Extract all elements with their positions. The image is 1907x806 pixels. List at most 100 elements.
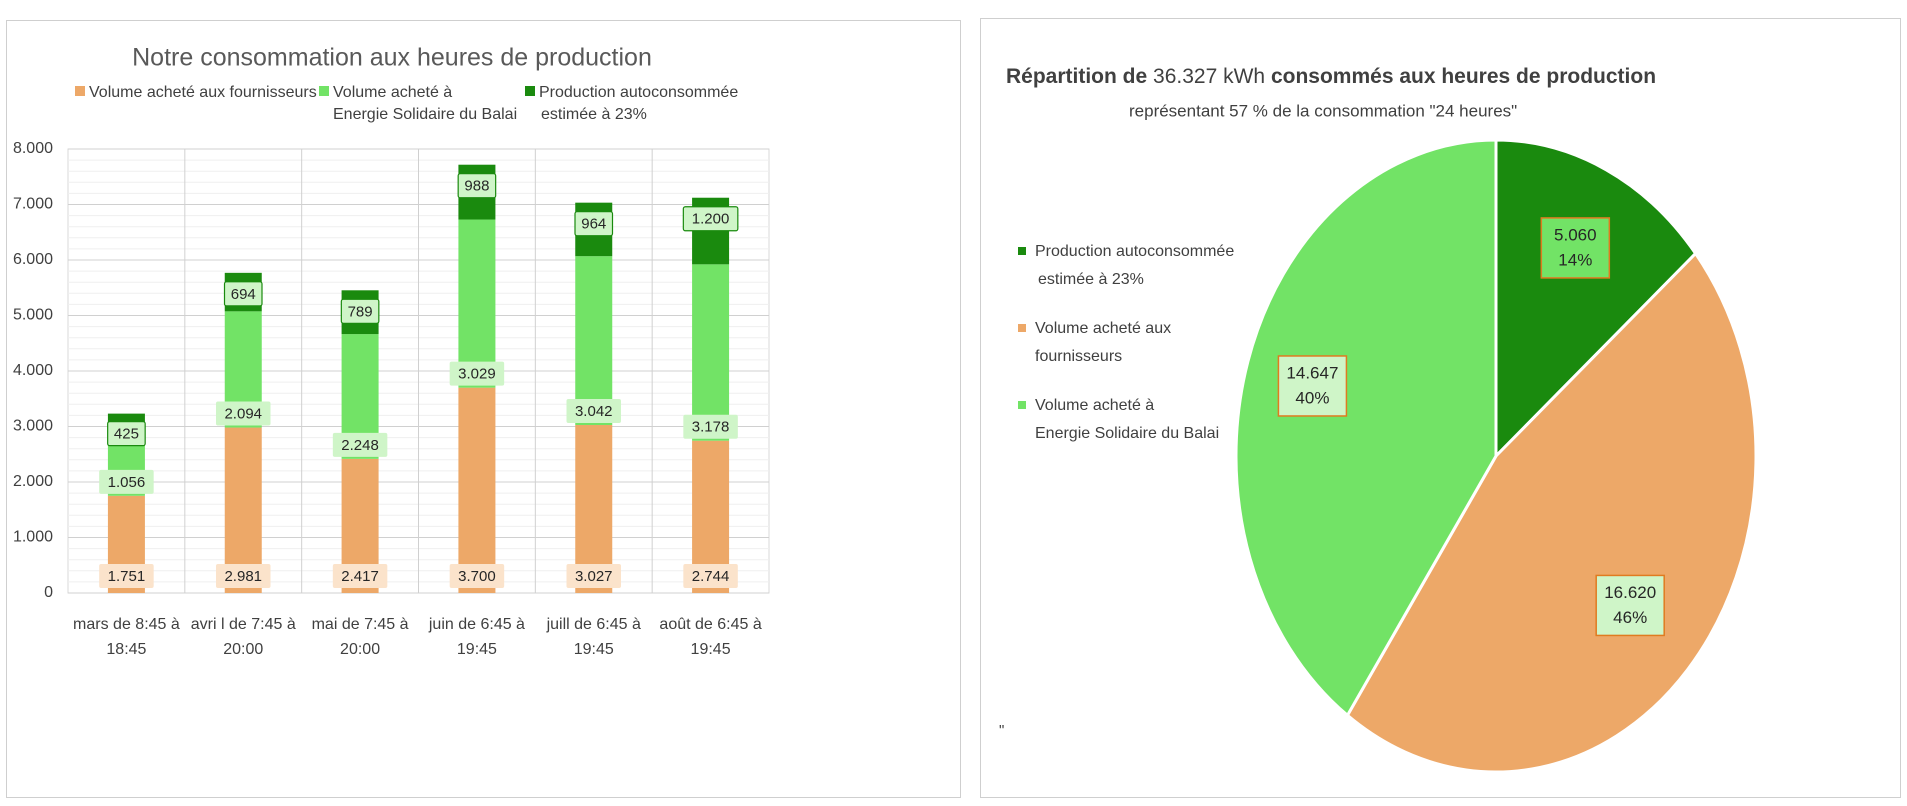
- bar-chart-panel: Notre consommation aux heures de product…: [6, 20, 961, 798]
- x-tick-label: mars de 8:45 à: [73, 616, 180, 633]
- legend-swatch: [525, 86, 535, 96]
- legend-entry: Energie Solidaire du Balai: [333, 106, 517, 123]
- data-label-box: [457, 173, 497, 199]
- data-label-box: [449, 564, 505, 588]
- chart-title: Répartition de 36.327 kWh consommés aux …: [1006, 65, 1656, 88]
- legend-swatch: [1018, 247, 1026, 255]
- data-label-box: [332, 432, 388, 457]
- slice-percent-label: 46%: [1613, 608, 1647, 627]
- data-label: 425: [114, 426, 139, 443]
- legend-entry: Volume acheté aux: [1035, 320, 1171, 337]
- data-label-box: [99, 564, 154, 588]
- bar-segment: [575, 256, 613, 426]
- legend-entry: Volume acheté à: [333, 84, 452, 101]
- data-label-box: [683, 564, 738, 588]
- bar-chart: Notre consommation aux heures de product…: [13, 44, 770, 658]
- chart-note: ": [999, 722, 1004, 739]
- x-tick-label: 19:45: [574, 641, 614, 658]
- legend-swatch: [75, 86, 85, 96]
- data-label-box: [1277, 355, 1348, 417]
- y-tick-label: 8.000: [13, 140, 53, 157]
- data-label: 789: [348, 303, 373, 320]
- data-label-box: [574, 211, 614, 237]
- chart-title: Notre consommation aux heures de product…: [132, 44, 652, 72]
- chart-title-part: consommés aux heures de production: [1271, 65, 1656, 88]
- legend-entry: fournisseurs: [1035, 348, 1122, 365]
- bar-segment: [458, 219, 496, 388]
- chart-title-part: 36.327 kWh: [1153, 65, 1265, 88]
- legend-entry: Production autoconsommée: [539, 84, 738, 101]
- x-tick-label: 20:00: [223, 641, 263, 658]
- pie-chart: Répartition de 36.327 kWh consommés aux …: [999, 65, 1758, 774]
- data-label: 1.200: [692, 211, 730, 228]
- data-label-box: [332, 564, 388, 588]
- x-tick-label: 19:45: [691, 641, 731, 658]
- data-label: 3.027: [575, 568, 613, 585]
- chart-subtitle: représentant 57 % de la consommation "24…: [1129, 101, 1517, 120]
- data-label: 2.744: [692, 568, 730, 585]
- data-label-box: [1595, 574, 1665, 637]
- x-tick-label: 20:00: [340, 641, 380, 658]
- data-label-box: [566, 564, 621, 588]
- slice-value-label: 16.620: [1604, 583, 1656, 602]
- pie-slice: [1345, 251, 1758, 774]
- data-label-box: [682, 206, 739, 232]
- data-label-box: [223, 281, 263, 307]
- y-tick-label: 2.000: [13, 473, 53, 490]
- data-label-box: [216, 564, 271, 588]
- data-label: 1.056: [108, 474, 146, 491]
- legend-entry: Energie Solidaire du Balai: [1035, 425, 1219, 442]
- x-tick-label: 18:45: [106, 641, 146, 658]
- data-label: 988: [464, 178, 489, 195]
- bar-segment: [458, 387, 496, 593]
- data-label-box: [566, 399, 621, 424]
- data-label: 3.178: [692, 419, 730, 436]
- legend-swatch: [1018, 324, 1026, 332]
- pie-slice: [1234, 138, 1498, 718]
- legend-entry: estimée à 23%: [541, 106, 647, 123]
- data-label: 3.700: [458, 568, 496, 585]
- y-tick-label: 6.000: [13, 251, 53, 268]
- data-label: 2.248: [341, 437, 379, 454]
- data-label-box: [1540, 217, 1611, 279]
- y-tick-label: 1.000: [13, 529, 53, 546]
- data-label: 1.751: [108, 568, 146, 585]
- y-tick-label: 0: [44, 584, 53, 601]
- y-tick-label: 3.000: [13, 418, 53, 435]
- data-label-box: [99, 469, 154, 494]
- data-label: 694: [231, 286, 256, 303]
- slice-value-label: 14.647: [1286, 363, 1338, 382]
- y-tick-label: 5.000: [13, 307, 53, 324]
- x-tick-label: juill de 6:45 à: [546, 616, 641, 633]
- legend-swatch: [1018, 401, 1026, 409]
- x-tick-label: avri l de 7:45 à: [191, 616, 296, 633]
- legend-entry: Production autoconsommée: [1035, 243, 1234, 260]
- x-tick-label: août de 6:45 à: [659, 616, 761, 633]
- x-tick-label: juin de 6:45 à: [428, 616, 525, 633]
- legend-entry: estimée à 23%: [1038, 271, 1144, 288]
- pie-chart-panel: Répartition de 36.327 kWh consommés aux …: [980, 18, 1901, 798]
- x-tick-label: 19:45: [457, 641, 497, 658]
- data-label: 3.029: [458, 366, 496, 383]
- slice-value-label: 5.060: [1554, 225, 1597, 244]
- data-label: 2.981: [224, 568, 262, 585]
- slice-percent-label: 40%: [1295, 388, 1329, 407]
- data-label-box: [449, 361, 505, 386]
- y-tick-label: 7.000: [13, 196, 53, 213]
- chart-title-part: Répartition de: [1006, 65, 1147, 88]
- data-label: 2.417: [341, 568, 379, 585]
- legend-swatch: [319, 86, 329, 96]
- data-label: 964: [581, 216, 606, 233]
- data-label: 3.042: [575, 403, 613, 420]
- x-tick-label: mai de 7:45 à: [312, 616, 409, 633]
- slice-percent-label: 14%: [1558, 250, 1592, 269]
- data-label-box: [340, 298, 380, 324]
- data-label-box: [107, 421, 146, 447]
- data-label-box: [216, 401, 271, 426]
- bar-segment: [692, 264, 730, 441]
- y-tick-label: 4.000: [13, 362, 53, 379]
- legend-entry: Volume acheté à: [1035, 397, 1154, 414]
- data-label-box: [683, 414, 738, 439]
- legend-entry: Volume acheté aux fournisseurs: [89, 84, 317, 101]
- data-label: 2.094: [224, 406, 262, 423]
